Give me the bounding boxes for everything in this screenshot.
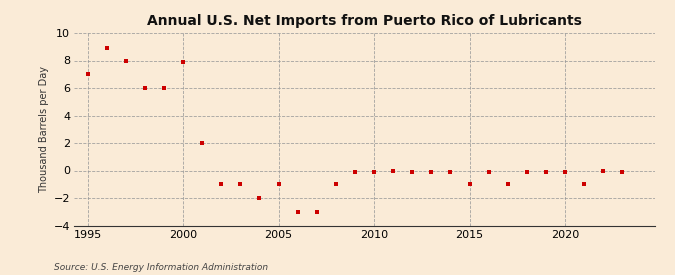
Point [464,182,475,186]
Point [369,170,379,174]
Y-axis label: Thousand Barrels per Day: Thousand Barrels per Day [39,66,49,193]
Point [254,196,265,200]
Point [407,170,418,174]
Point [387,168,398,173]
Point [560,170,570,174]
Point [292,210,303,214]
Point [502,182,513,186]
Point [541,170,551,174]
Text: Source: U.S. Energy Information Administration: Source: U.S. Energy Information Administ… [54,263,268,272]
Point [483,170,494,174]
Point [140,86,151,90]
Point [82,72,93,76]
Point [350,170,360,174]
Point [101,46,112,50]
Point [445,170,456,174]
Point [216,182,227,186]
Point [521,170,532,174]
Point [331,182,342,186]
Point [197,141,208,145]
Point [120,58,131,63]
Point [598,168,609,173]
Title: Annual U.S. Net Imports from Puerto Rico of Lubricants: Annual U.S. Net Imports from Puerto Rico… [147,14,582,28]
Point [273,182,284,186]
Point [178,60,188,64]
Point [159,86,169,90]
Point [235,182,246,186]
Point [578,182,589,186]
Point [311,210,322,214]
Point [426,170,437,174]
Point [617,170,628,174]
